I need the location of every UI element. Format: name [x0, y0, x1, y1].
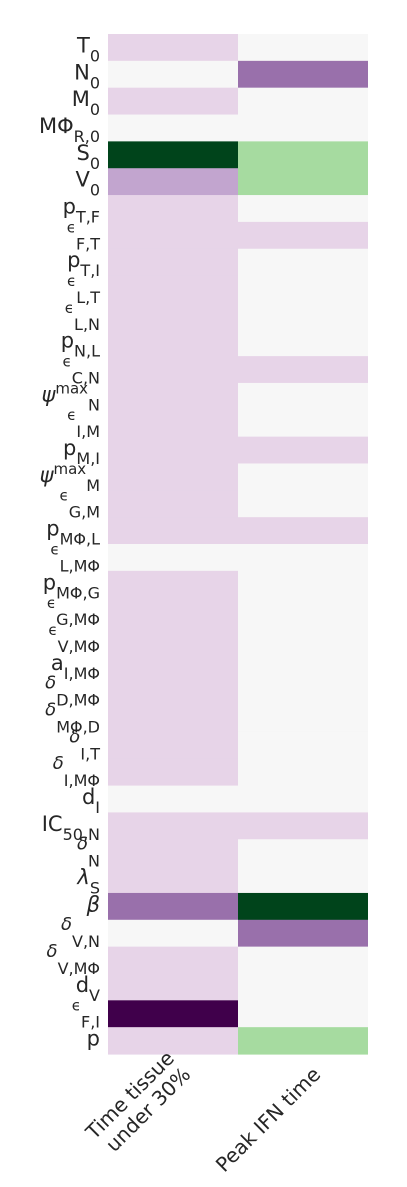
- heatmap-cell: [238, 625, 368, 652]
- heatmap-cell: [238, 1027, 368, 1054]
- heatmap-cell: [108, 115, 238, 142]
- heatmap-cell: [108, 410, 238, 437]
- heatmap-cell: [238, 195, 368, 222]
- heatmap-cell: [108, 625, 238, 652]
- heatmap-cell: [238, 893, 368, 920]
- heatmap-cell: [108, 356, 238, 383]
- heatmap-cell: [108, 34, 238, 61]
- heatmap-cell: [108, 920, 238, 947]
- heatmap-cell: [238, 141, 368, 168]
- heatmap-cell: [238, 920, 368, 947]
- heatmap-cell: [238, 222, 368, 249]
- heatmap-cell: [108, 463, 238, 490]
- heatmap-cell: [238, 517, 368, 544]
- heatmap-cells: [108, 34, 368, 1055]
- heatmap-cell: [108, 1027, 238, 1054]
- heatmap-cell: [238, 410, 368, 437]
- heatmap-cell: [108, 866, 238, 893]
- heatmap-cell: [108, 732, 238, 759]
- heatmap-cell: [238, 61, 368, 88]
- heatmap-cell: [238, 329, 368, 356]
- heatmap-cell: [238, 463, 368, 490]
- column-labels: Time tissueunder 30% Peak IFN time: [80, 1046, 325, 1177]
- heatmap-cell: [108, 705, 238, 732]
- heatmap-cell: [238, 651, 368, 678]
- heatmap-cell: [238, 437, 368, 464]
- heatmap-cell: [238, 812, 368, 839]
- heatmap-cell: [238, 168, 368, 195]
- heatmap-cell: [238, 839, 368, 866]
- heatmap-cell: [108, 383, 238, 410]
- heatmap-cell: [108, 249, 238, 276]
- heatmap-cell: [238, 356, 368, 383]
- heatmap-cell: [238, 705, 368, 732]
- heatmap-cell: [108, 517, 238, 544]
- heatmap-cell: [238, 786, 368, 813]
- heatmap-cell: [108, 195, 238, 222]
- heatmap-cell: [238, 302, 368, 329]
- heatmap-cell: [238, 249, 368, 276]
- heatmap-cell: [238, 598, 368, 625]
- heatmap-cell: [108, 141, 238, 168]
- heatmap-cell: [238, 759, 368, 786]
- heatmap-cell: [108, 893, 238, 920]
- heatmap-cell: [108, 276, 238, 303]
- heatmap-cell: [108, 973, 238, 1000]
- heatmap-cell: [238, 490, 368, 517]
- row-label: IC50,N: [42, 812, 100, 844]
- heatmap-cell: [238, 544, 368, 571]
- heatmap-cell: [108, 61, 238, 88]
- column-label: Peak IFN time: [211, 1062, 325, 1176]
- heatmap-cell: [238, 973, 368, 1000]
- heatmap-cell: [108, 329, 238, 356]
- heatmap-cell: [108, 839, 238, 866]
- heatmap-cell: [238, 678, 368, 705]
- heatmap-cell: [108, 88, 238, 115]
- heatmap-cell: [238, 34, 368, 61]
- row-label: δV,N: [61, 914, 100, 951]
- heatmap-cell: [108, 544, 238, 571]
- heatmap-cell: [108, 222, 238, 249]
- heatmap-cell: [238, 383, 368, 410]
- heatmap-cell: [238, 88, 368, 115]
- heatmap-cell: [238, 1000, 368, 1027]
- heatmap-cell: [108, 947, 238, 974]
- heatmap-cell: [108, 812, 238, 839]
- heatmap-cell: [238, 276, 368, 303]
- heatmap-cell: [238, 947, 368, 974]
- heatmap-cell: [108, 302, 238, 329]
- heatmap-cell: [108, 651, 238, 678]
- heatmap-cell: [108, 490, 238, 517]
- heatmap-cell: [238, 866, 368, 893]
- heatmap-cell: [108, 678, 238, 705]
- heatmap-cell: [108, 571, 238, 598]
- heatmap-cell: [238, 571, 368, 598]
- column-label: Time tissueunder 30%: [80, 1046, 195, 1161]
- heatmap-cell: [108, 1000, 238, 1027]
- heatmap-cell: [108, 786, 238, 813]
- row-label: β: [86, 892, 100, 916]
- row-labels: T0N0M0MΦR,0S0V0pT,FϵF,TpT,IϵL,TϵL,NpN,Lϵ…: [39, 33, 100, 1050]
- row-label: p: [87, 1027, 100, 1051]
- heatmap-cell: [108, 759, 238, 786]
- heatmap-cell: [108, 598, 238, 625]
- heatmap-cell: [238, 732, 368, 759]
- heatmap-cell: [108, 437, 238, 464]
- heatmap-cell: [108, 168, 238, 195]
- heatmap-cell: [238, 115, 368, 142]
